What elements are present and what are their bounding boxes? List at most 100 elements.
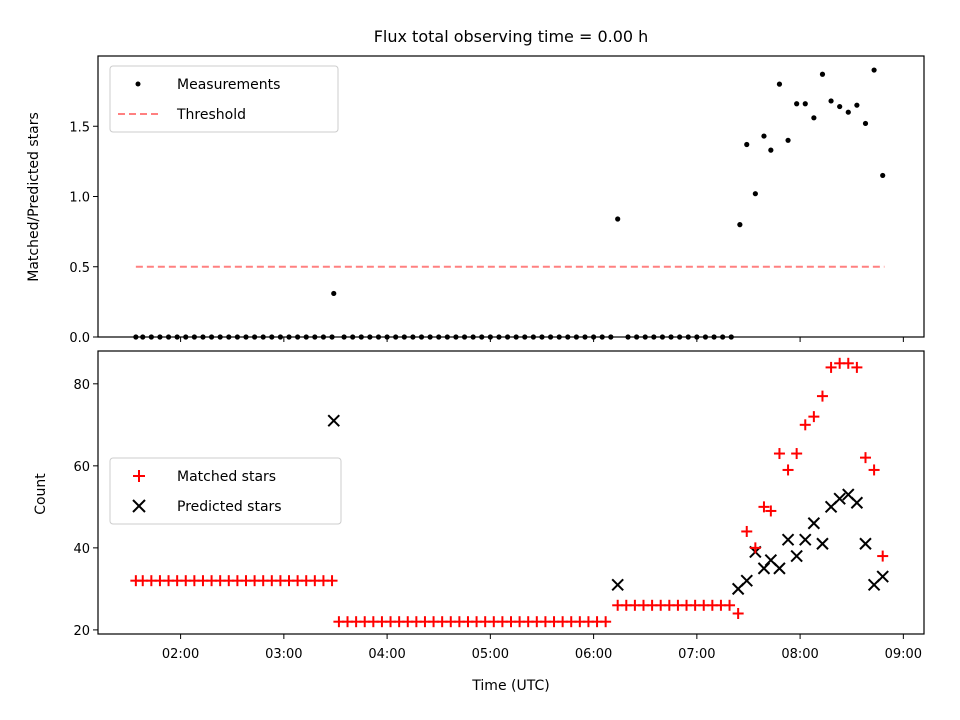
matched-star-marker bbox=[851, 361, 863, 373]
top-y-axis-label: Matched/Predicted stars bbox=[26, 112, 42, 282]
measurement-point bbox=[785, 137, 791, 143]
matched-star-marker bbox=[773, 448, 785, 460]
measurement-point bbox=[269, 334, 275, 340]
measurement-point bbox=[260, 334, 266, 340]
matched-star-marker bbox=[816, 390, 828, 402]
measurement-point bbox=[234, 334, 240, 340]
measurement-point bbox=[384, 334, 390, 340]
measurement-point bbox=[761, 133, 767, 139]
bottom-y-tick-label: 40 bbox=[73, 542, 90, 557]
measurement-point bbox=[208, 334, 215, 340]
predicted-star-marker bbox=[833, 492, 846, 505]
measurement-point bbox=[496, 334, 502, 340]
measurement-point bbox=[737, 222, 743, 228]
measurement-point bbox=[286, 334, 292, 340]
measurement-point bbox=[642, 334, 648, 340]
matched-star-marker bbox=[326, 575, 338, 587]
measurement-point bbox=[453, 334, 459, 340]
matched-star-marker bbox=[842, 357, 854, 369]
measurement-point bbox=[776, 81, 783, 87]
bottom-x-tick-label: 06:00 bbox=[575, 647, 612, 662]
measurement-point bbox=[470, 334, 476, 340]
measurement-point bbox=[744, 141, 750, 148]
bottom-y-tick-label: 80 bbox=[73, 378, 90, 393]
predicted-star-marker bbox=[876, 570, 889, 583]
measurement-point bbox=[341, 334, 347, 340]
matched-star-marker bbox=[741, 525, 753, 537]
predicted-star-marker bbox=[611, 578, 624, 591]
matched-star-marker bbox=[724, 599, 736, 611]
measurement-point bbox=[320, 334, 327, 340]
legend-matched-marker bbox=[133, 470, 145, 482]
top-y-tick-label: 1.5 bbox=[69, 120, 90, 135]
measurement-point bbox=[573, 334, 579, 340]
bottom-x-axis-label: Time (UTC) bbox=[471, 678, 549, 694]
bottom-x-tick-label: 03:00 bbox=[265, 647, 302, 662]
legend-measurements-label: Measurements bbox=[177, 77, 280, 93]
measurement-point bbox=[295, 334, 301, 340]
predicted-star-marker bbox=[740, 574, 753, 587]
measurement-point bbox=[350, 334, 356, 340]
measurement-point bbox=[659, 334, 666, 340]
measurement-point bbox=[802, 101, 808, 107]
measurement-point bbox=[547, 334, 554, 340]
legend-matched-label: Matched stars bbox=[177, 469, 276, 485]
bottom-y-axis-label: Count bbox=[33, 473, 49, 515]
matched-star-markers bbox=[130, 357, 889, 628]
top-y-tick-label: 0.0 bbox=[69, 331, 90, 346]
matched-star-marker bbox=[791, 448, 803, 460]
bottom-x-tick-label: 08:00 bbox=[781, 647, 818, 662]
measurement-point bbox=[615, 216, 621, 222]
measurement-point bbox=[165, 334, 172, 340]
measurement-point bbox=[277, 334, 284, 340]
measurement-point bbox=[582, 334, 588, 340]
matched-star-marker bbox=[877, 550, 889, 562]
measurement-point bbox=[444, 334, 450, 340]
measurement-point bbox=[539, 334, 545, 340]
measurement-point bbox=[711, 334, 717, 340]
top-legend: Measurements Threshold bbox=[109, 65, 339, 133]
legend-predicted-marker bbox=[132, 499, 146, 513]
measurement-point bbox=[668, 334, 674, 340]
measurement-point bbox=[694, 334, 700, 340]
measurement-point bbox=[312, 334, 318, 340]
measurement-point bbox=[556, 334, 562, 340]
measurement-point bbox=[174, 334, 180, 340]
measurement-point bbox=[871, 67, 877, 73]
matched-star-marker bbox=[600, 616, 612, 628]
bottom-y-tick-label: 20 bbox=[73, 624, 90, 639]
bottom-plot-frame bbox=[97, 350, 925, 635]
measurement-point bbox=[183, 334, 189, 340]
legend-measurement-marker bbox=[135, 81, 141, 87]
measurement-point bbox=[303, 334, 309, 340]
measurement-point bbox=[427, 334, 433, 340]
legend-threshold-label: Threshold bbox=[176, 107, 246, 123]
predicted-star-marker bbox=[773, 562, 786, 575]
matched-star-marker bbox=[868, 464, 880, 476]
predicted-star-marker bbox=[816, 537, 829, 550]
bottom-x-ticks: 02:00 03:00 04:00 05:00 06:00 07:00 08:00 09:00 bbox=[162, 634, 922, 662]
predicted-star-marker bbox=[781, 533, 795, 546]
matched-star-marker bbox=[799, 419, 811, 431]
measurement-point bbox=[752, 191, 758, 197]
top-legend-frame bbox=[109, 65, 339, 133]
measurement-point bbox=[685, 334, 691, 340]
bottom-x-tick-label: 02:00 bbox=[162, 647, 199, 662]
measurement-point bbox=[375, 334, 382, 340]
measurement-point bbox=[854, 102, 860, 108]
measurement-point bbox=[819, 71, 826, 77]
top-y-tick-label: 0.5 bbox=[69, 261, 90, 276]
measurement-point bbox=[358, 334, 364, 340]
measurement-point bbox=[133, 334, 139, 340]
measurement-point bbox=[625, 334, 631, 340]
measurement-point bbox=[522, 334, 528, 340]
measurement-point bbox=[157, 334, 163, 340]
matched-star-marker bbox=[825, 361, 837, 373]
measurement-point bbox=[828, 98, 834, 104]
measurement-point bbox=[367, 334, 373, 340]
measurement-point bbox=[702, 334, 709, 340]
measurement-point bbox=[217, 334, 223, 340]
measurement-point bbox=[565, 334, 571, 340]
measurement-point bbox=[329, 334, 335, 340]
